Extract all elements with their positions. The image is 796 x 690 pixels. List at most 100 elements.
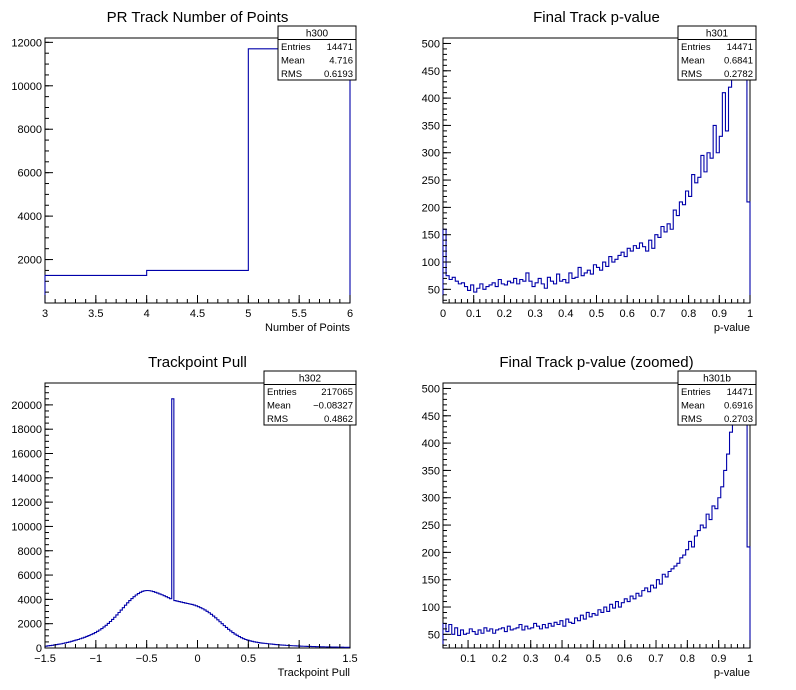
stats-box-frame: [277, 25, 357, 81]
y-tick-label: 350: [422, 120, 440, 132]
y-tick-label: 350: [422, 465, 440, 477]
x-tick-label: 0.5: [589, 308, 604, 320]
stats-entries-label: Entries: [681, 42, 711, 53]
stats-rms-value: 0.4862: [324, 414, 353, 425]
stats-entries-label: Entries: [681, 387, 711, 398]
y-tick-label: 12000: [11, 497, 42, 509]
x-tick-label: 0.3: [523, 653, 538, 665]
x-tick-label: 0.7: [650, 308, 665, 320]
stats-entries-value: 217065: [321, 387, 353, 398]
stats-box-frame: [677, 370, 757, 426]
stats-box: h301 Entries 14471 Mean 0.6841 RMS 0.2782: [677, 25, 757, 81]
stats-mean-value: 4.716: [329, 56, 353, 67]
x-tick-label: 0.9: [711, 653, 726, 665]
plot-frame: [442, 382, 751, 649]
y-tick-label: 250: [422, 520, 440, 532]
y-tick-label: 100: [422, 602, 440, 614]
histogram-line: [442, 37, 751, 303]
stats-rms-label: RMS: [281, 69, 302, 80]
x-tick-label: 0.4: [558, 308, 573, 320]
x-tick-label: 0.5: [586, 653, 601, 665]
x-axis-title: p-value: [714, 322, 750, 334]
x-axis-title: Trackpoint Pull: [278, 667, 350, 679]
y-tick-label: 18000: [11, 424, 42, 436]
x-tick-label: 5.5: [292, 308, 307, 320]
stats-entries-value: 14471: [727, 387, 753, 398]
x-tick-label: 5: [245, 308, 251, 320]
x-tick-label: 0.6: [620, 308, 635, 320]
x-tick-label: 0.4: [554, 653, 569, 665]
y-tick-label: 16000: [11, 449, 42, 461]
x-axis-title: p-value: [714, 667, 750, 679]
histogram-line: [442, 387, 751, 648]
x-tick-label: 0.8: [680, 653, 695, 665]
x-tick-label: −1: [90, 653, 103, 665]
y-tick-label: 400: [422, 438, 440, 450]
stats-box-frame: [677, 25, 757, 81]
x-tick-label: −1.5: [34, 653, 56, 665]
y-tick-label: 0: [36, 643, 42, 655]
y-tick-label: 8000: [18, 124, 42, 136]
y-tick-label: 450: [422, 411, 440, 423]
y-tick-label: 10000: [11, 521, 42, 533]
stats-name: h302: [299, 374, 322, 385]
x-tick-label: 6: [347, 308, 353, 320]
x-tick-label: 0.1: [466, 308, 481, 320]
stats-rms-label: RMS: [681, 69, 702, 80]
stats-mean-label: Mean: [681, 401, 705, 412]
stats-mean-value: 0.6841: [724, 56, 753, 67]
y-tick-label: 200: [422, 202, 440, 214]
y-tick-label: 2000: [18, 255, 42, 267]
y-tick-label: 300: [422, 148, 440, 160]
histogram-panel-4: Final Track p-value (zoomed) 0.1 0.2 0.3 0.4…: [422, 354, 757, 679]
stats-name: h300: [306, 29, 329, 40]
x-tick-label: 0: [194, 653, 200, 665]
stats-mean-label: Mean: [267, 401, 291, 412]
x-tick-label: 3: [42, 308, 48, 320]
stats-box: h300 Entries 14471 Mean 4.716 RMS 0.6193: [277, 25, 357, 81]
y-tick-label: 4000: [18, 594, 42, 606]
y-tick-label: 500: [422, 38, 440, 50]
x-tick-label: −0.5: [136, 653, 158, 665]
y-tick-label: 200: [422, 547, 440, 559]
stats-rms-label: RMS: [681, 414, 702, 425]
y-tick-label: 20000: [11, 400, 42, 412]
x-tick-label: 0.7: [648, 653, 663, 665]
y-tick-label: 14000: [11, 473, 42, 485]
stats-rms-value: 0.2703: [724, 414, 753, 425]
x-tick-label: 0.5: [241, 653, 256, 665]
x-tick-label: 1.5: [342, 653, 357, 665]
y-tick-label: 300: [422, 493, 440, 505]
y-tick-label: 450: [422, 66, 440, 78]
x-tick-label: 1: [747, 653, 753, 665]
y-tick-label: 250: [422, 175, 440, 187]
x-tick-label: 0.1: [460, 653, 475, 665]
histogram-panel-3: Trackpoint Pull −1.5 −1 −0.5 0 0.5 1 1.5 0 2000 40…: [11, 354, 357, 679]
x-tick-label: 0.2: [492, 653, 507, 665]
chart-title: Final Track p-value (zoomed): [499, 354, 693, 371]
stats-entries-value: 14471: [727, 42, 753, 53]
y-tick-label: 400: [422, 93, 440, 105]
y-tick-label: 100: [422, 257, 440, 269]
x-tick-label: 3.5: [88, 308, 103, 320]
y-tick-label: 150: [422, 230, 440, 242]
histogram-panel-2: Final Track p-value 0 0.1 0.2 0.3 0.4 0.5 0.6 0.…: [422, 9, 757, 334]
x-tick-label: 0.6: [617, 653, 632, 665]
x-tick-label: 0.3: [527, 308, 542, 320]
y-tick-label: 12000: [11, 37, 42, 49]
y-tick-label: 4000: [18, 211, 42, 223]
stats-mean-label: Mean: [281, 56, 305, 67]
y-tick-label: 50: [428, 284, 440, 296]
stats-entries-label: Entries: [281, 42, 311, 53]
stats-box: h301b Entries 14471 Mean 0.6916 RMS 0.2703: [677, 370, 757, 426]
y-tick-label: 10000: [11, 81, 42, 93]
x-axis-title: Number of Points: [265, 322, 350, 334]
x-tick-label: 1: [747, 308, 753, 320]
y-tick-label: 50: [428, 629, 440, 641]
histogram-line: [44, 48, 351, 303]
stats-mean-value: 0.6916: [724, 401, 753, 412]
x-tick-label: 4: [144, 308, 150, 320]
histogram-line: [44, 398, 351, 648]
